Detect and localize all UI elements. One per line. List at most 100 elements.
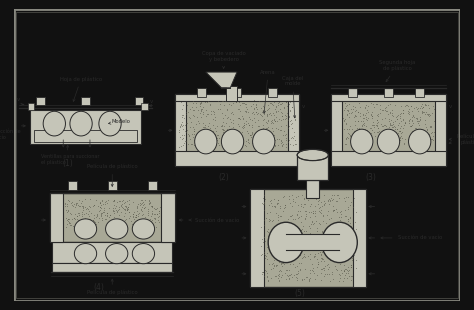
Point xyxy=(96,200,104,205)
Point xyxy=(251,120,258,125)
Text: Arena: Arena xyxy=(260,69,276,113)
Point xyxy=(300,197,308,202)
Point xyxy=(269,251,276,256)
Point xyxy=(351,122,359,127)
Point xyxy=(267,119,275,124)
Point xyxy=(320,266,328,271)
Point xyxy=(305,278,312,283)
Point xyxy=(275,278,283,283)
Point xyxy=(234,122,242,126)
Point xyxy=(263,228,271,233)
Point xyxy=(264,112,271,117)
Point xyxy=(328,269,336,274)
Point xyxy=(349,229,356,234)
Point xyxy=(331,258,338,263)
Point xyxy=(425,111,432,116)
Point xyxy=(209,129,217,134)
Ellipse shape xyxy=(43,111,65,136)
Point xyxy=(310,254,318,259)
Point xyxy=(422,142,430,147)
Point xyxy=(373,120,381,125)
Point xyxy=(325,264,333,269)
Point xyxy=(337,228,344,233)
Point xyxy=(200,134,207,139)
Point xyxy=(140,202,147,206)
Point xyxy=(86,216,94,221)
Point xyxy=(312,231,320,236)
Point xyxy=(336,261,344,266)
Point xyxy=(287,246,295,251)
Point xyxy=(85,213,92,218)
Point xyxy=(201,99,209,104)
Point xyxy=(396,121,403,126)
Text: v: v xyxy=(17,97,20,102)
Point xyxy=(261,268,269,273)
Point xyxy=(374,122,381,127)
Point xyxy=(380,134,387,139)
Point xyxy=(102,216,109,221)
Point xyxy=(202,113,210,118)
Point xyxy=(345,195,352,200)
Point xyxy=(409,114,416,119)
Point xyxy=(242,109,250,114)
Point xyxy=(298,276,306,281)
Point xyxy=(416,123,423,128)
Point xyxy=(273,264,280,268)
Point xyxy=(259,126,267,131)
Point xyxy=(220,124,228,129)
Point xyxy=(409,113,416,117)
Point xyxy=(259,251,266,256)
Point xyxy=(80,212,88,217)
Point xyxy=(285,272,293,277)
Point xyxy=(210,109,218,114)
Bar xyxy=(233,88,241,97)
Point xyxy=(264,117,272,122)
Point xyxy=(289,104,296,109)
Point xyxy=(312,193,320,198)
Point xyxy=(361,113,368,118)
Point xyxy=(272,225,279,230)
Point xyxy=(265,112,273,117)
Point xyxy=(292,142,300,147)
Point xyxy=(99,197,106,202)
Point xyxy=(150,215,157,220)
Point xyxy=(102,198,110,203)
Point xyxy=(109,207,117,212)
Point xyxy=(332,207,340,212)
Point xyxy=(146,200,154,205)
Point xyxy=(283,116,290,121)
Point xyxy=(73,201,81,206)
Point xyxy=(317,259,325,263)
Point xyxy=(258,272,265,277)
Point xyxy=(417,141,424,146)
Point xyxy=(281,205,289,210)
Point xyxy=(177,122,184,127)
Point xyxy=(287,246,294,251)
Point xyxy=(330,234,338,239)
Point xyxy=(356,139,364,144)
Point xyxy=(240,123,247,128)
Point xyxy=(312,254,319,259)
Point xyxy=(356,137,364,142)
Point xyxy=(148,204,156,209)
Point xyxy=(183,103,191,108)
Point xyxy=(282,144,290,149)
Point xyxy=(196,111,203,116)
Point xyxy=(229,117,237,122)
Point xyxy=(425,106,433,111)
Point xyxy=(334,221,341,226)
Point xyxy=(421,117,429,122)
Point xyxy=(274,275,282,280)
Point xyxy=(392,115,400,120)
Point xyxy=(182,138,189,143)
Point xyxy=(340,195,347,200)
Point xyxy=(112,219,120,224)
Point xyxy=(223,127,230,132)
Point xyxy=(306,225,314,230)
Point xyxy=(204,99,212,104)
Point xyxy=(378,107,386,112)
Point xyxy=(322,250,330,255)
Point xyxy=(280,106,288,111)
Point xyxy=(275,278,283,283)
Point xyxy=(226,132,234,137)
